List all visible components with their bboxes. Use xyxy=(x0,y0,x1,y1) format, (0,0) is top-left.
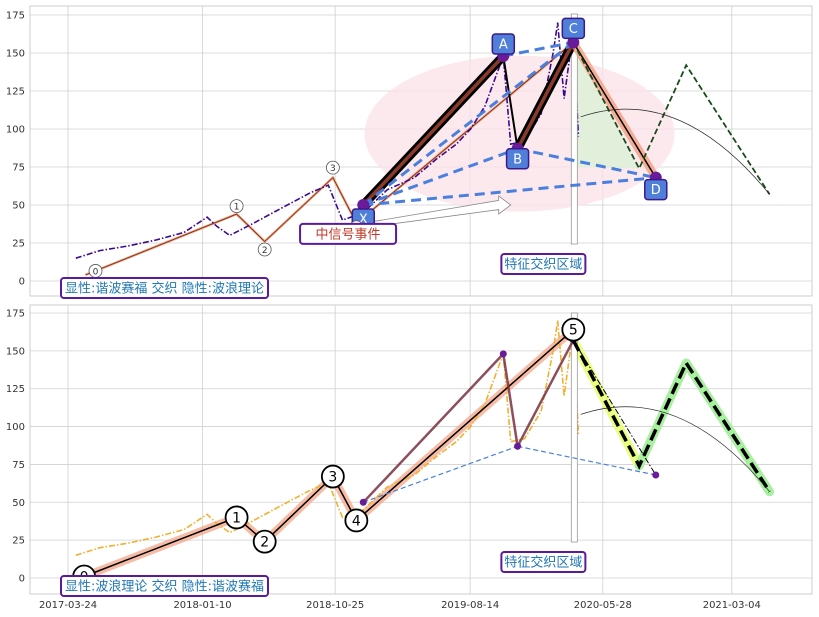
wave-point-circle xyxy=(229,199,244,214)
harmonic-point-label: X xyxy=(359,213,368,228)
x-tick-label: 2018-10-25 xyxy=(306,600,364,611)
zone-label-box xyxy=(500,551,587,573)
mode-label: 显性:谐波赛福 交织 隐性:波浪理论 xyxy=(65,281,264,297)
harmonic-dashed-connector xyxy=(362,41,575,207)
y-tick-label: 25 xyxy=(12,536,25,547)
mode-label: 显性:波浪理论 交织 隐性:谐波赛福 xyxy=(65,579,264,595)
y-tick-label: 150 xyxy=(6,346,25,357)
harmonic-point-label: A xyxy=(499,38,508,53)
wave-point-label: 5 xyxy=(569,323,578,339)
projection-arc xyxy=(580,406,770,492)
harmonic-point-dot xyxy=(357,199,370,211)
price-line xyxy=(75,320,580,557)
y-tick-label: 0 xyxy=(19,277,25,288)
projection-arc xyxy=(580,108,770,195)
harmonic-dashed-connector xyxy=(503,40,574,58)
wave-point-label: 2 xyxy=(262,246,268,256)
harmonic-leg-ab xyxy=(502,55,519,149)
harmonic-point-label: B xyxy=(513,152,522,167)
wave-point-circle xyxy=(561,317,586,342)
top-chart-panel: 0255075100125150175XABCD01234中信号事件特征交织区域… xyxy=(6,5,813,299)
harmonic-leg-cd xyxy=(572,41,657,179)
price-line xyxy=(75,22,580,259)
harmonic-dashed-connector xyxy=(363,176,656,207)
harmonic-dashed-connector xyxy=(517,147,657,180)
wave-point-label: 0 xyxy=(93,267,99,277)
zone-bar xyxy=(570,312,578,543)
y-tick-label: 150 xyxy=(6,49,25,60)
wave-point-label: 3 xyxy=(330,164,336,174)
wave-point-circle xyxy=(224,505,249,530)
triangle-zone xyxy=(573,42,640,169)
x-tick-label: 2017-03-24 xyxy=(39,600,97,611)
wave-point-circle xyxy=(325,160,340,175)
y-tick-label: 75 xyxy=(12,163,25,174)
harmonic-cd-thin xyxy=(572,339,657,476)
harmonic-point-dot xyxy=(514,442,522,450)
y-tick-label: 100 xyxy=(6,422,25,433)
zone-label: 特征交织区域 xyxy=(504,257,582,273)
zone-label-box xyxy=(500,253,587,275)
y-tick-label: 50 xyxy=(12,201,25,212)
hollow-arrow xyxy=(362,195,512,229)
y-tick-label: 125 xyxy=(6,87,25,98)
harmonic-label-box xyxy=(491,33,516,55)
zone-label: 特征交织区域 xyxy=(504,555,582,571)
harmonic-point-dot xyxy=(567,36,580,49)
projection-dashed-thick xyxy=(571,339,772,493)
y-tick-label: 125 xyxy=(6,384,25,395)
harmonic-dashed-connector xyxy=(362,147,519,207)
x-tick-label: 2021-03-04 xyxy=(703,600,761,611)
harmonic-point-dot xyxy=(359,498,367,506)
harmonic-label-box xyxy=(561,17,586,40)
harmonic-point-label: D xyxy=(651,183,661,198)
harmonic-label-box xyxy=(644,178,668,201)
wave-point-label: 4 xyxy=(352,513,361,529)
wave-point-label: 1 xyxy=(234,203,240,213)
harmonic-label-box xyxy=(505,148,530,170)
zone-bar xyxy=(570,13,578,245)
harmonic-point-dot xyxy=(652,471,660,479)
wave-point-circle xyxy=(257,242,272,257)
wave-point-label: 3 xyxy=(328,470,337,486)
y-tick-label: 175 xyxy=(6,11,25,22)
mode-label-box xyxy=(60,575,269,597)
harmonic-faded-legs xyxy=(362,339,575,504)
wave-point-circle xyxy=(344,508,369,533)
wave-point-label: 1 xyxy=(232,510,241,526)
y-tick-label: 25 xyxy=(12,239,25,250)
harmonic-point-label: C xyxy=(569,22,578,37)
mode-label-box xyxy=(60,277,269,299)
x-tick-label: 2020-05-28 xyxy=(574,600,632,611)
harmonic-point-dot xyxy=(499,350,507,358)
harmonic-leg-inner xyxy=(361,54,506,207)
y-tick-label: 75 xyxy=(12,460,25,471)
y-tick-label: 175 xyxy=(6,309,25,320)
x-tick-label: 2019-08-14 xyxy=(441,600,499,611)
wave-point-circle xyxy=(252,529,277,554)
wave-line xyxy=(83,329,574,578)
wave-point-label: 2 xyxy=(260,535,269,551)
wave-point-circle xyxy=(320,464,345,489)
event-label: 中信号事件 xyxy=(316,227,381,242)
x-tick-label: 2018-01-10 xyxy=(173,600,231,611)
y-tick-label: 0 xyxy=(19,574,25,585)
harmonic-leg-inner xyxy=(515,40,576,151)
y-tick-label: 100 xyxy=(6,125,25,136)
event-box xyxy=(299,222,398,245)
harmonic-thin-connector xyxy=(363,445,518,503)
projection-dashed xyxy=(572,41,771,195)
wave-thin-line xyxy=(85,42,574,276)
y-tick-label: 50 xyxy=(12,498,25,509)
